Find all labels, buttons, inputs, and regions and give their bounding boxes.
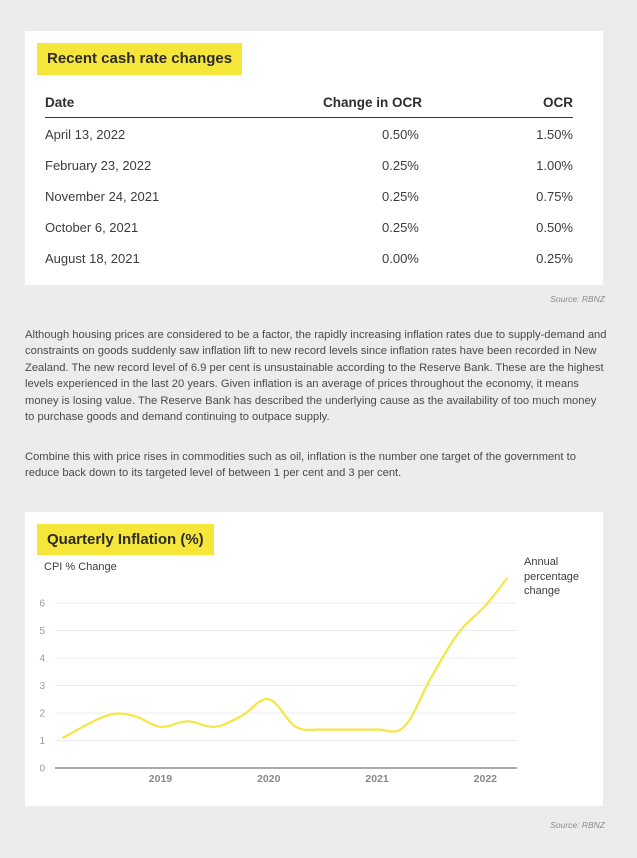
line-annotation: Annual percentage change: [524, 555, 600, 599]
body-paragraph: Although housing prices are considered t…: [25, 329, 607, 424]
table-row: February 23, 2022 0.25% 1.00%: [45, 149, 573, 180]
cell-change: 0.25%: [382, 220, 419, 235]
chart-title: Quarterly Inflation (%): [37, 524, 214, 555]
table-row: November 24, 2021 0.25% 0.75%: [45, 180, 573, 211]
y-tick-label: 4: [39, 654, 45, 665]
cell-ocr: 0.75%: [536, 189, 573, 204]
x-tick-label: 2022: [474, 773, 498, 785]
cell-change: 0.25%: [382, 158, 419, 173]
cell-date: April 13, 2022: [45, 127, 126, 142]
y-tick-label: 1: [39, 736, 45, 747]
annotation-line: Annual: [524, 556, 559, 568]
cell-ocr: 0.25%: [536, 251, 573, 266]
y-tick-label: 2: [39, 709, 45, 720]
cash-rate-card: Recent cash rate changes Date Change in …: [25, 31, 603, 285]
header-change: Change in OCR: [323, 95, 423, 110]
chart-source: Source: RBNZ: [550, 820, 605, 830]
cell-date: August 18, 2021: [45, 251, 140, 266]
annotation-line: percentage: [524, 570, 580, 583]
y-tick-label: 6: [39, 599, 45, 610]
y-tick-label: 3: [39, 681, 45, 692]
x-tick-label: 2021: [365, 773, 389, 785]
annotation-line: change: [524, 585, 561, 597]
body-paragraph: Combine this with price rises in commodi…: [25, 451, 576, 480]
cash-rate-table: Date Change in OCR OCR April 13, 2022 0.…: [45, 88, 573, 273]
table-row: October 6, 2021 0.25% 0.50%: [45, 211, 573, 242]
cell-date: February 23, 2022: [45, 158, 152, 173]
cell-ocr: 0.50%: [536, 220, 573, 235]
inflation-chart-card: Quarterly Inflation (%) CPI % Change Ann…: [25, 512, 603, 806]
table-title: Recent cash rate changes: [37, 43, 243, 75]
cell-ocr: 1.50%: [536, 127, 573, 142]
inflation-line-chart: 0 1 2 3 4 5 6 2019 2020 2021 2022: [39, 577, 517, 785]
table-source: Source: RBNZ: [550, 294, 605, 304]
header-ocr: OCR: [543, 95, 573, 110]
x-tick-label: 2019: [149, 773, 173, 785]
y-tick-label: 0: [39, 764, 45, 775]
x-tick-label: 2020: [257, 773, 281, 785]
table-header-row: Date Change in OCR OCR: [45, 88, 573, 118]
header-date: Date: [45, 95, 75, 110]
y-tick-label: 5: [39, 626, 45, 637]
table-row: April 13, 2022 0.50% 1.50%: [45, 118, 573, 149]
inflation-series-line: [61, 577, 509, 739]
cell-change: 0.25%: [382, 189, 419, 204]
cell-date: November 24, 2021: [45, 189, 160, 204]
table-row: August 18, 2021 0.00% 0.25%: [45, 242, 573, 273]
cell-change: 0.00%: [382, 251, 419, 266]
cell-change: 0.50%: [382, 127, 419, 142]
y-axis-title: CPI % Change: [44, 561, 117, 573]
cell-date: October 6, 2021: [45, 220, 139, 235]
cell-ocr: 1.00%: [536, 158, 573, 173]
